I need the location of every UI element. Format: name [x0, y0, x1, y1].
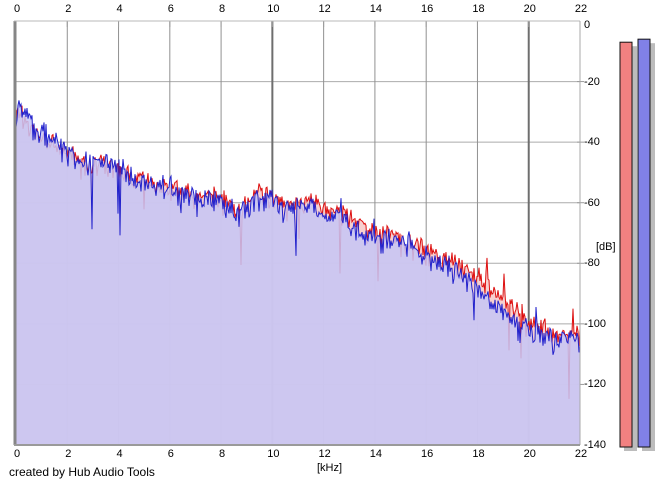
- y-axis-label: -40: [584, 136, 600, 149]
- credit-text: created by Hub Audio Tools: [9, 465, 155, 479]
- y-axis-label: -120: [584, 378, 607, 391]
- x-axis-label-top: 16: [421, 3, 434, 15]
- y-axis-label: 0: [584, 19, 591, 31]
- x-axis-label-bottom: 18: [472, 448, 485, 460]
- level-bar-red: [619, 41, 633, 448]
- y-axis-unit-label: [dB]: [596, 241, 616, 253]
- x-axis-label-bottom: 14: [369, 448, 383, 460]
- x-axis-label-bottom: 6: [167, 448, 174, 460]
- x-axis-label-bottom: 12: [318, 448, 331, 460]
- x-axis-label-bottom: 22: [574, 448, 588, 460]
- x-axis-label-bottom: 2: [65, 448, 72, 460]
- x-axis-label-bottom: 20: [523, 448, 536, 460]
- x-axis-label-bottom: 10: [267, 448, 280, 460]
- x-axis-label-top: 6: [167, 3, 174, 15]
- x-axis-label-bottom: 8: [219, 448, 226, 460]
- y-axis-label: -60: [584, 196, 600, 209]
- x-axis-label-bottom: 16: [421, 448, 434, 460]
- x-axis-label-top: 4: [116, 3, 123, 15]
- spectrum-red-trace: [15, 105, 581, 399]
- y-axis-label: -20: [584, 75, 600, 88]
- y-axis-label: -100: [584, 317, 607, 330]
- x-axis-label-top: 22: [574, 3, 588, 15]
- x-axis-label-top: 10: [267, 3, 280, 15]
- y-axis-label: -80: [584, 257, 600, 270]
- y-axis-label: -140: [584, 439, 607, 451]
- x-axis-label-top: 14: [369, 3, 383, 15]
- x-axis-label-top: 8: [219, 3, 226, 15]
- x-axis-label-top: 0: [13, 3, 21, 15]
- x-axis-label-bottom: 0: [13, 448, 21, 460]
- x-axis-label-top: 12: [318, 3, 331, 15]
- x-axis-label-bottom: 4: [116, 448, 123, 460]
- x-axis-label-top: 2: [65, 3, 72, 15]
- x-axis-label-top: 20: [523, 3, 536, 15]
- spectrum-blue-trace: [15, 100, 581, 355]
- level-bar-blue: [637, 38, 651, 448]
- x-axis-unit-label: [kHz]: [317, 462, 343, 474]
- spectrum-blue-fill: [16, 100, 580, 446]
- x-axis-label-top: 18: [472, 3, 485, 15]
